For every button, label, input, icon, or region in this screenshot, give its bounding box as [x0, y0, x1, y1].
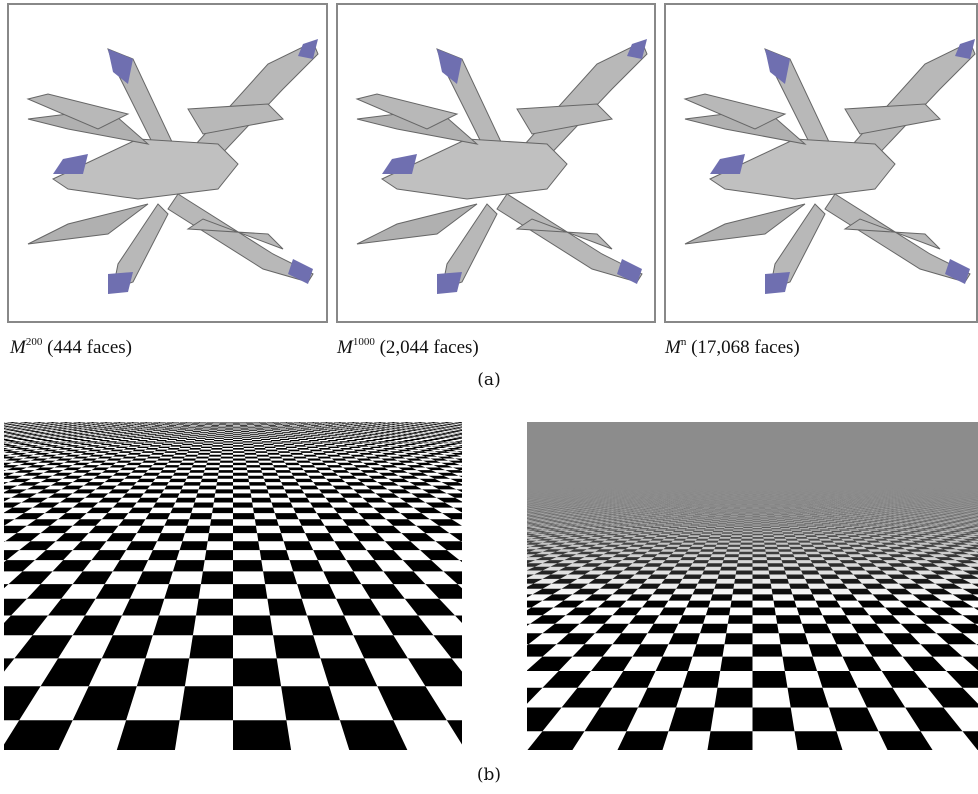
- caption: Mn (17,068 faces): [665, 336, 800, 359]
- superscript: n: [681, 336, 687, 348]
- subfigure-label: (b): [477, 765, 501, 785]
- superscript: 200: [26, 336, 43, 348]
- page: M200 (444 faces) M1000 (2,044 faces) Mn …: [0, 0, 978, 794]
- symbol: M: [665, 337, 681, 358]
- board-haze: [527, 422, 978, 750]
- caption: M200 (444 faces): [10, 336, 132, 359]
- caption-text: (444 faces): [47, 337, 132, 358]
- caption-text: (17,068 faces): [691, 337, 800, 358]
- checkerboard-filtered: [426, 422, 978, 760]
- figure: [0, 0, 978, 794]
- symbol: M: [10, 337, 26, 358]
- symbol: M: [337, 337, 353, 358]
- superscript: 1000: [353, 336, 375, 348]
- subfigure-label: (a): [477, 370, 500, 390]
- checkerboard-aliased: [0, 422, 570, 763]
- caption: M1000 (2,044 faces): [337, 336, 479, 359]
- caption-text: (2,044 faces): [380, 337, 479, 358]
